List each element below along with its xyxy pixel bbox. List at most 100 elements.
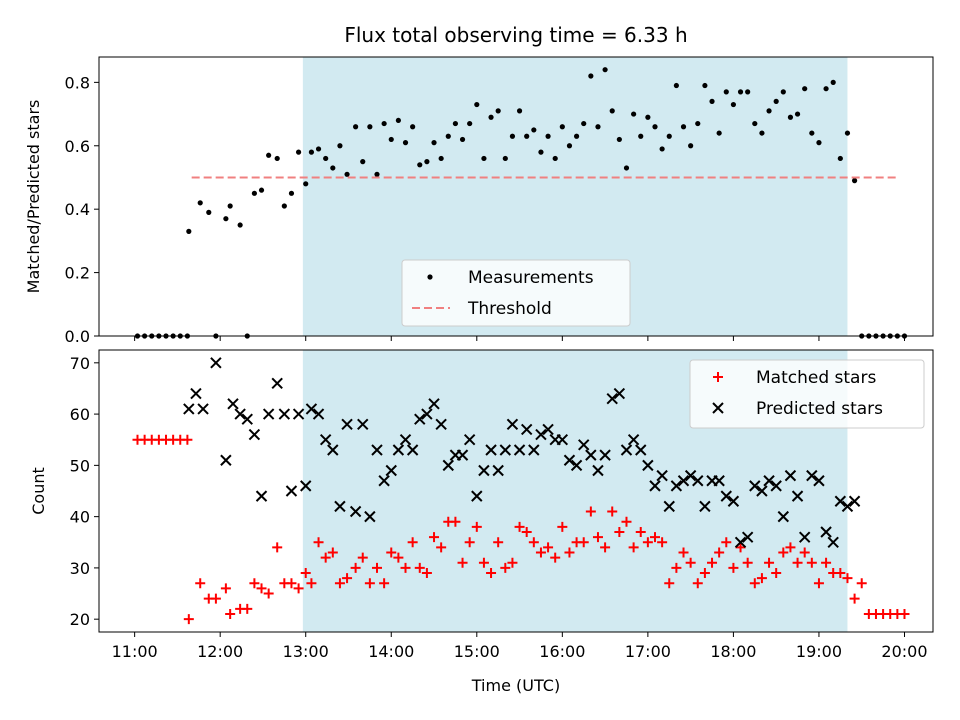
matched-star-point: [764, 557, 775, 568]
predicted-star-point: [585, 449, 597, 461]
legend-label: Measurements: [468, 268, 594, 288]
x-tick-label: 20:00: [881, 642, 927, 661]
matched-star-point: [749, 578, 760, 589]
legend-label: Predicted stars: [756, 399, 883, 419]
measurement-point: [794, 111, 801, 117]
measurement-point: [673, 82, 679, 89]
predicted-star-point: [556, 434, 569, 446]
measurement-point: [197, 200, 203, 206]
measurement-point: [802, 86, 808, 92]
matched-star-point: [507, 557, 518, 568]
predicted-star-point: [271, 377, 283, 390]
matched-star-point: [342, 573, 353, 584]
measurement-point: [337, 143, 343, 149]
measurement-point: [524, 133, 530, 139]
matched-star-point: [436, 542, 447, 553]
matched-star-point: [372, 562, 382, 573]
predicted-star-point: [428, 398, 440, 410]
matched-star-point: [600, 542, 611, 553]
x-tick-label: 17:00: [625, 642, 671, 661]
x-tick-label: 12:00: [197, 642, 243, 661]
matched-star-point: [429, 532, 440, 543]
measurement-point: [367, 124, 373, 130]
matched-star-point: [650, 532, 660, 543]
matched-star-point: [256, 583, 267, 594]
predicted-star-point: [756, 485, 768, 497]
measurement-point: [424, 159, 430, 165]
measurement-point: [645, 114, 651, 120]
measurement-point: [459, 136, 466, 143]
predicted-star-point: [820, 526, 832, 538]
measurement-point: [552, 155, 558, 162]
measurement-point: [638, 133, 644, 139]
measurement-point: [716, 130, 722, 136]
matched-star-point: [806, 557, 817, 568]
measurement-point: [323, 155, 329, 162]
x-axis-label: Time (UTC): [471, 676, 560, 695]
matched-star-point: [379, 578, 390, 589]
measurement-point: [509, 133, 516, 139]
predicted-star-point: [435, 418, 447, 431]
measurement-point: [206, 209, 212, 215]
measurement-point: [659, 146, 665, 152]
matched-star-point: [585, 506, 596, 517]
matched-star-point: [671, 562, 682, 573]
measurement-point: [809, 130, 815, 136]
predicted-star-point: [620, 444, 633, 456]
measurement-point: [623, 165, 630, 171]
x-tick-label: 16:00: [539, 642, 585, 661]
matched-star-point: [778, 547, 789, 558]
measurement-point: [688, 143, 694, 149]
measurement-point: [595, 124, 601, 130]
matched-star-point: [220, 583, 231, 594]
measurement-point: [295, 149, 302, 155]
predicted-star-point: [357, 418, 369, 431]
predicted-star-point: [278, 408, 291, 420]
predicted-star-point: [520, 423, 533, 436]
matched-star-point: [714, 547, 725, 558]
measurement-point: [631, 111, 637, 117]
measurement-point: [766, 108, 772, 114]
measurement-point: [787, 114, 794, 120]
x-tick-label: 14:00: [368, 642, 414, 661]
predicted-star-point: [327, 444, 339, 456]
predicted-star-point: [197, 403, 209, 415]
measurement-point: [288, 190, 295, 196]
predicted-star-point: [806, 469, 818, 482]
measurement-point: [223, 216, 229, 222]
measurement-point: [602, 67, 608, 73]
predicted-star-point: [699, 500, 711, 513]
matched-star-point: [225, 609, 236, 620]
predicted-star-point: [456, 449, 469, 461]
predicted-star-point: [784, 469, 797, 482]
predicted-star-point: [183, 403, 195, 415]
y-axis-label: Count: [29, 467, 48, 515]
series-measurements: [134, 67, 908, 339]
legend-dot-marker: [427, 274, 433, 280]
measurement-point: [474, 101, 480, 108]
x-tick-label: 11:00: [112, 642, 158, 661]
measurement-point: [452, 120, 459, 127]
measurement-point: [759, 130, 765, 136]
matched-star-point: [550, 552, 561, 563]
measurement-point: [730, 101, 737, 108]
measurement-point: [417, 162, 423, 168]
predicted-star-point: [684, 469, 697, 482]
measurement-point: [851, 178, 858, 184]
axes-frame: [98, 349, 934, 633]
matched-star-point: [592, 532, 603, 543]
measurement-point: [581, 120, 587, 127]
chart-title: Flux total observing time = 6.33 h: [344, 23, 687, 47]
matched-star-point: [899, 609, 910, 620]
predicted-star-point: [563, 454, 576, 466]
measurement-point: [467, 120, 473, 127]
predicted-star-point: [592, 464, 604, 477]
measurement-point: [566, 143, 573, 149]
matched-star-point: [272, 542, 283, 553]
measurement-point: [823, 86, 829, 92]
matched-star-point: [521, 527, 532, 538]
matched-star-point: [642, 537, 653, 548]
measurement-point: [559, 124, 565, 130]
legend-label: Threshold: [467, 299, 552, 319]
predicted-star-point: [777, 510, 790, 523]
